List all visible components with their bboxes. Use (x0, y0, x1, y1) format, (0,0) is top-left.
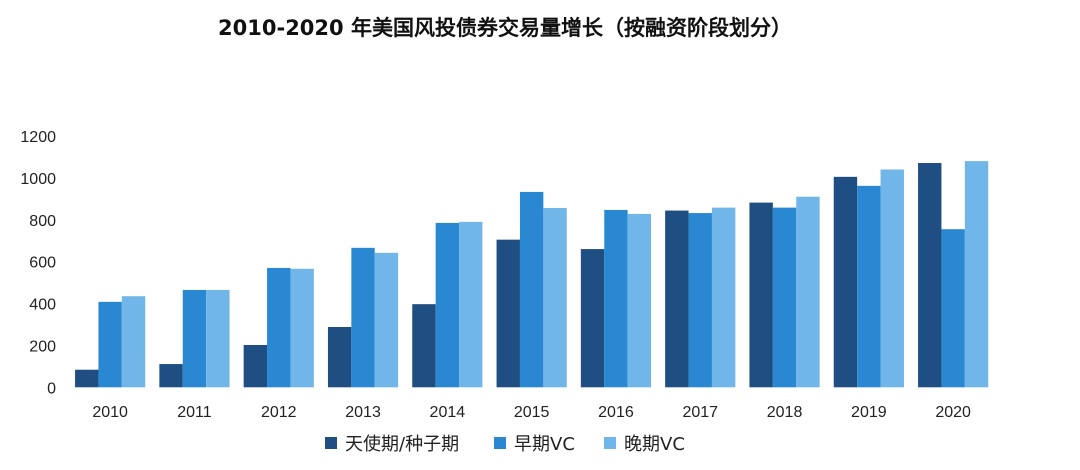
x-tick-label: 2015 (514, 404, 550, 421)
legend-swatch (604, 437, 616, 449)
chart-title: 2010-2020 年美国风投债券交易量增长（按融资阶段划分） (218, 16, 792, 40)
x-tick-label: 2018 (767, 404, 803, 421)
bar-2012-2 (290, 268, 314, 388)
legend-label: 早期VC (514, 434, 575, 455)
bar-2010-0 (75, 369, 99, 388)
bar-2019-2 (880, 169, 904, 388)
x-tick-label: 2011 (177, 404, 212, 421)
bar-2010-2 (121, 296, 146, 388)
x-tick-label: 2013 (345, 404, 381, 421)
bar-2017-1 (688, 213, 712, 388)
y-tick-label: 200 (29, 338, 56, 355)
bar-2013-2 (374, 252, 399, 388)
y-tick-label: 600 (29, 255, 56, 272)
bar-2020-2 (964, 161, 989, 388)
legend-swatch (494, 437, 506, 449)
bar-2014-1 (435, 222, 460, 388)
bar-2018-1 (772, 207, 797, 388)
y-tick-label: 1000 (20, 171, 56, 188)
bar-2015-2 (543, 208, 567, 388)
y-tick-label: 400 (29, 297, 56, 314)
bar-2012-1 (267, 267, 291, 388)
legend-label: 天使期/种子期 (345, 434, 459, 455)
bar-2016-0 (580, 249, 605, 388)
bar-2013-1 (351, 247, 375, 388)
bar-2020-0 (918, 163, 942, 388)
bar-2015-0 (496, 239, 520, 388)
x-tick-label: 2014 (430, 404, 466, 421)
y-tick-label: 800 (29, 213, 56, 230)
bar-2016-1 (604, 209, 628, 388)
legend-label: 晚期VC (624, 434, 685, 455)
bar-2011-0 (159, 364, 183, 388)
bar-2019-1 (857, 185, 881, 388)
bar-2017-0 (665, 210, 689, 388)
bar-2018-2 (796, 196, 820, 388)
x-tick-label: 2019 (851, 404, 887, 421)
bar-2015-1 (519, 191, 544, 388)
bar-2016-2 (627, 213, 652, 388)
bar-2020-1 (941, 229, 965, 388)
bar-2011-2 (206, 289, 230, 388)
legend-swatch (325, 437, 337, 449)
bar-2019-0 (833, 176, 858, 388)
y-tick-label: 1200 (20, 129, 56, 146)
x-tick-label: 2010 (92, 404, 128, 421)
y-tick-label: 0 (47, 380, 56, 397)
bar-2018-0 (749, 202, 773, 388)
bar-2010-1 (98, 301, 122, 388)
bar-2014-0 (412, 304, 436, 388)
x-tick-label: 2017 (682, 404, 718, 421)
x-tick-label: 2020 (935, 404, 971, 421)
x-tick-label: 2012 (261, 404, 297, 421)
bar-2011-1 (182, 289, 207, 388)
bar-2014-2 (459, 221, 483, 388)
bar-2012-0 (243, 344, 268, 388)
bar-2013-0 (327, 326, 352, 388)
bar-2017-2 (711, 207, 736, 388)
x-tick-label: 2016 (598, 404, 634, 421)
